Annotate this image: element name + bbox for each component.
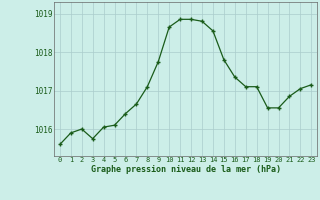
X-axis label: Graphe pression niveau de la mer (hPa): Graphe pression niveau de la mer (hPa) (91, 165, 281, 174)
